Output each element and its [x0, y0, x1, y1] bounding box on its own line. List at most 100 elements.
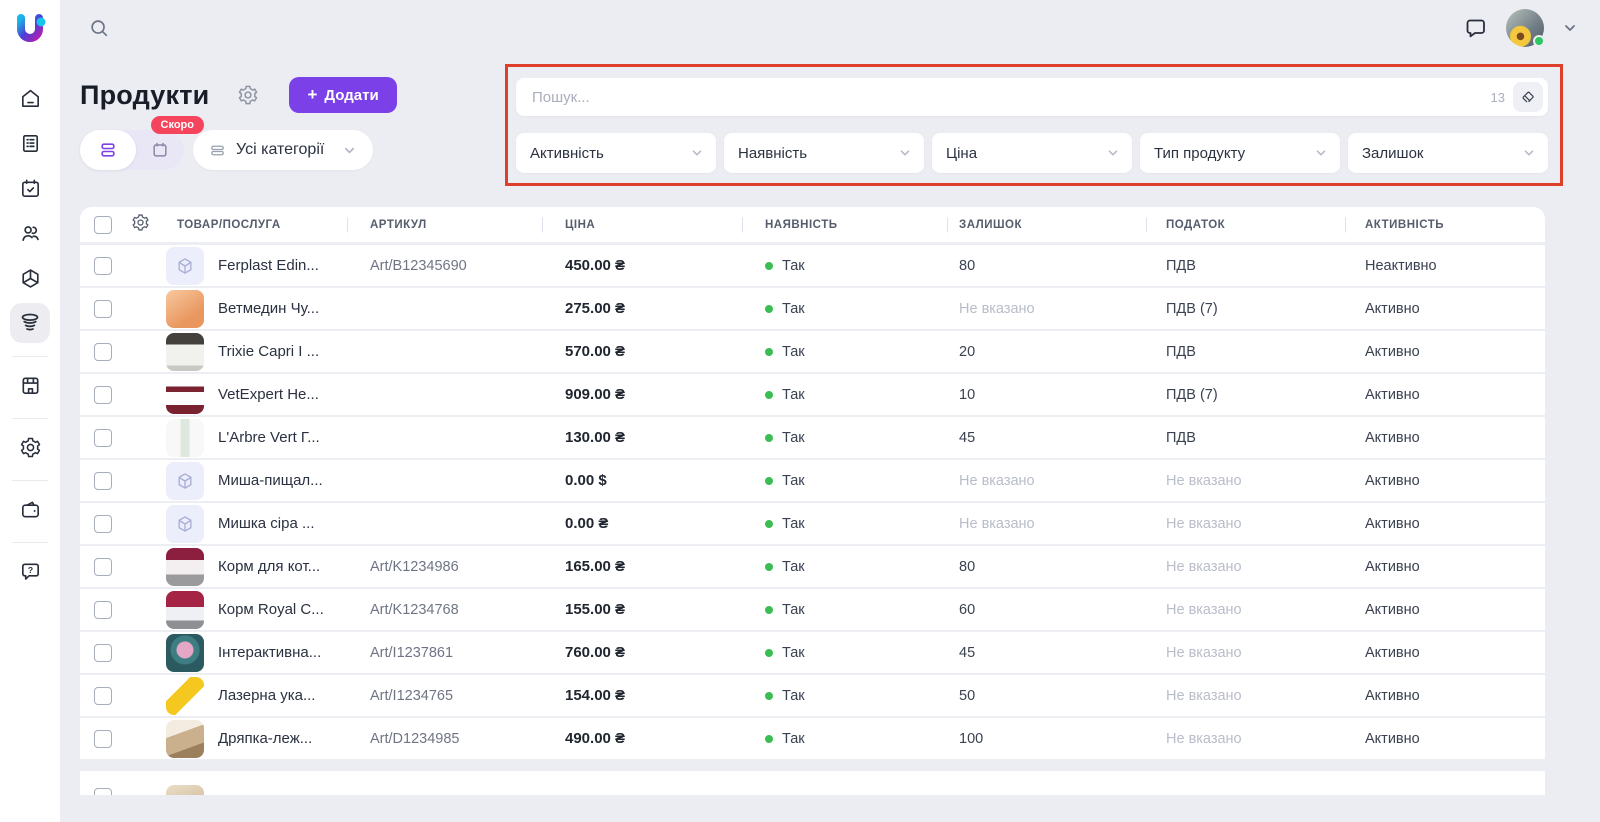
sidebar-item-company[interactable] — [10, 123, 50, 163]
column-settings-gear-icon[interactable] — [131, 213, 150, 232]
column-header-activity[interactable]: АКТИВНІСТЬ — [1345, 219, 1545, 231]
table-row[interactable]: Корм Royal C... Art/K1234768 155.00 ₴ Та… — [80, 589, 1545, 632]
column-header-article[interactable]: АРТИКУЛ — [347, 219, 542, 231]
product-name: Дряпка-леж... — [218, 730, 312, 747]
product-thumb — [166, 419, 204, 457]
sidebar-item-inventory[interactable] — [10, 258, 50, 298]
row-checkbox[interactable] — [94, 343, 112, 361]
chevron-down-icon — [1522, 146, 1536, 160]
online-status-dot — [1533, 35, 1545, 47]
calendar-view-button[interactable] — [136, 130, 184, 170]
filter-dropdown-2[interactable]: Наявність — [724, 133, 924, 173]
column-header-tax[interactable]: ПОДАТОК — [1146, 219, 1345, 231]
sidebar-item-products[interactable] — [10, 303, 50, 343]
add-product-button[interactable]: + Додати — [289, 77, 396, 113]
select-all-checkbox[interactable] — [94, 216, 112, 234]
column-header-stock[interactable]: ЗАЛИШОК — [947, 219, 1146, 231]
product-thumb — [166, 677, 204, 715]
messages-icon[interactable] — [1464, 16, 1488, 40]
tax-value: Не вказано — [1146, 602, 1345, 618]
product-name: VetExpert He... — [218, 386, 319, 403]
filter-dropdown-1[interactable]: Активність — [516, 133, 716, 173]
row-checkbox[interactable] — [94, 730, 112, 748]
list-view-button[interactable] — [80, 130, 136, 170]
product-price: 909.00 ₴ — [542, 386, 742, 403]
search-input[interactable] — [532, 89, 1491, 106]
page-settings-gear-icon[interactable] — [237, 84, 259, 106]
svg-text:?: ? — [27, 565, 32, 575]
table-row[interactable]: Лазерна ука... Art/I1234765 154.00 ₴ Так… — [80, 675, 1545, 718]
column-header-availability[interactable]: НАЯВНІСТЬ — [742, 219, 947, 231]
availability-dot — [765, 305, 773, 313]
sidebar-item-finance[interactable] — [10, 489, 50, 529]
stock-value: Не вказано — [947, 473, 1146, 489]
sidebar-item-store[interactable] — [10, 365, 50, 405]
availability-dot — [765, 348, 773, 356]
availability-value: Так — [782, 645, 805, 661]
sidebar-item-bookings[interactable] — [10, 168, 50, 208]
table-row[interactable]: L'Arbre Vert Г... 130.00 ₴ Так 45 ПДВ Ак… — [80, 417, 1545, 460]
clear-filters-button[interactable] — [1513, 82, 1543, 112]
availability-value: Так — [782, 301, 805, 317]
table-row[interactable]: Інтерактивна... Art/I1237861 760.00 ₴ Та… — [80, 632, 1545, 675]
table-row[interactable]: Мишка сіра ... 0.00 ₴ Так Не вказано Не … — [80, 503, 1545, 546]
stock-value: 80 — [947, 258, 1146, 274]
tax-value: Не вказано — [1146, 473, 1345, 489]
table-row[interactable]: Миша-пищал... 0.00 $ Так Не вказано Не в… — [80, 460, 1545, 503]
column-header-product[interactable]: ТОВАР/ПОСЛУГА — [158, 219, 347, 231]
sidebar-item-support[interactable]: ? — [10, 551, 50, 591]
table-row[interactable] — [80, 771, 1545, 795]
profile-chevron-icon[interactable] — [1562, 20, 1578, 36]
filter-label: Наявність — [738, 145, 807, 162]
availability-value: Так — [782, 344, 805, 360]
activity-value: Активно — [1345, 559, 1545, 575]
product-price: 154.00 ₴ — [542, 687, 742, 704]
search-box: 13 — [516, 78, 1548, 116]
filter-dropdown-3[interactable]: Ціна — [932, 133, 1132, 173]
row-checkbox[interactable] — [94, 386, 112, 404]
search-icon[interactable] — [88, 17, 110, 39]
row-checkbox[interactable] — [94, 644, 112, 662]
availability-value: Так — [782, 516, 805, 532]
row-checkbox[interactable] — [94, 515, 112, 533]
row-checkbox[interactable] — [94, 687, 112, 705]
availability-dot — [765, 262, 773, 270]
row-checkbox[interactable] — [94, 788, 112, 795]
product-price: 760.00 ₴ — [542, 644, 742, 661]
product-thumb — [166, 634, 204, 672]
tax-value: ПДВ — [1146, 430, 1345, 446]
sidebar-item-clients[interactable] — [10, 213, 50, 253]
table-row[interactable]: Ferplast Edin... Art/B12345690 450.00 ₴ … — [80, 245, 1545, 288]
sidebar-item-settings[interactable] — [10, 427, 50, 467]
categories-dropdown[interactable]: Усі категорії — [193, 130, 373, 170]
row-checkbox[interactable] — [94, 601, 112, 619]
table-row[interactable]: Корм для кот... Art/K1234986 165.00 ₴ Та… — [80, 546, 1545, 589]
chevron-down-icon — [898, 146, 912, 160]
stock-value: Не вказано — [947, 516, 1146, 532]
sidebar-nav: ? — [0, 78, 60, 596]
product-name: Корм для кот... — [218, 558, 320, 575]
page-header: Продукти + Додати — [80, 76, 397, 114]
table-row[interactable]: Дряпка-леж... Art/D1234985 490.00 ₴ Так … — [80, 718, 1545, 761]
table-row[interactable]: VetExpert He... 909.00 ₴ Так 10 ПДВ (7) … — [80, 374, 1545, 417]
avatar[interactable] — [1506, 9, 1544, 47]
table-row[interactable]: Ветмедин Чу... 275.00 ₴ Так Не вказано П… — [80, 288, 1545, 331]
filter-dropdown-5[interactable]: Залишок — [1348, 133, 1548, 173]
product-article: Art/B12345690 — [347, 258, 542, 274]
row-checkbox[interactable] — [94, 429, 112, 447]
availability-dot — [765, 520, 773, 528]
table-header-row: ТОВАР/ПОСЛУГА АРТИКУЛ ЦІНА НАЯВНІСТЬ ЗАЛ… — [80, 207, 1545, 245]
filter-dropdown-4[interactable]: Тип продукту — [1140, 133, 1340, 173]
row-checkbox[interactable] — [94, 558, 112, 576]
row-checkbox[interactable] — [94, 472, 112, 490]
row-checkbox[interactable] — [94, 300, 112, 318]
eraser-icon — [1520, 89, 1537, 106]
sidebar-item-home[interactable] — [10, 78, 50, 118]
column-header-price[interactable]: ЦІНА — [542, 219, 742, 231]
row-checkbox[interactable] — [94, 257, 112, 275]
table-row[interactable]: Trixie Capri I ... 570.00 ₴ Так 20 ПДВ А… — [80, 331, 1545, 374]
product-price: 130.00 ₴ — [542, 429, 742, 446]
app-logo[interactable] — [13, 12, 47, 46]
cube-placeholder-icon — [175, 471, 195, 491]
product-article: Art/K1234986 — [347, 559, 542, 575]
